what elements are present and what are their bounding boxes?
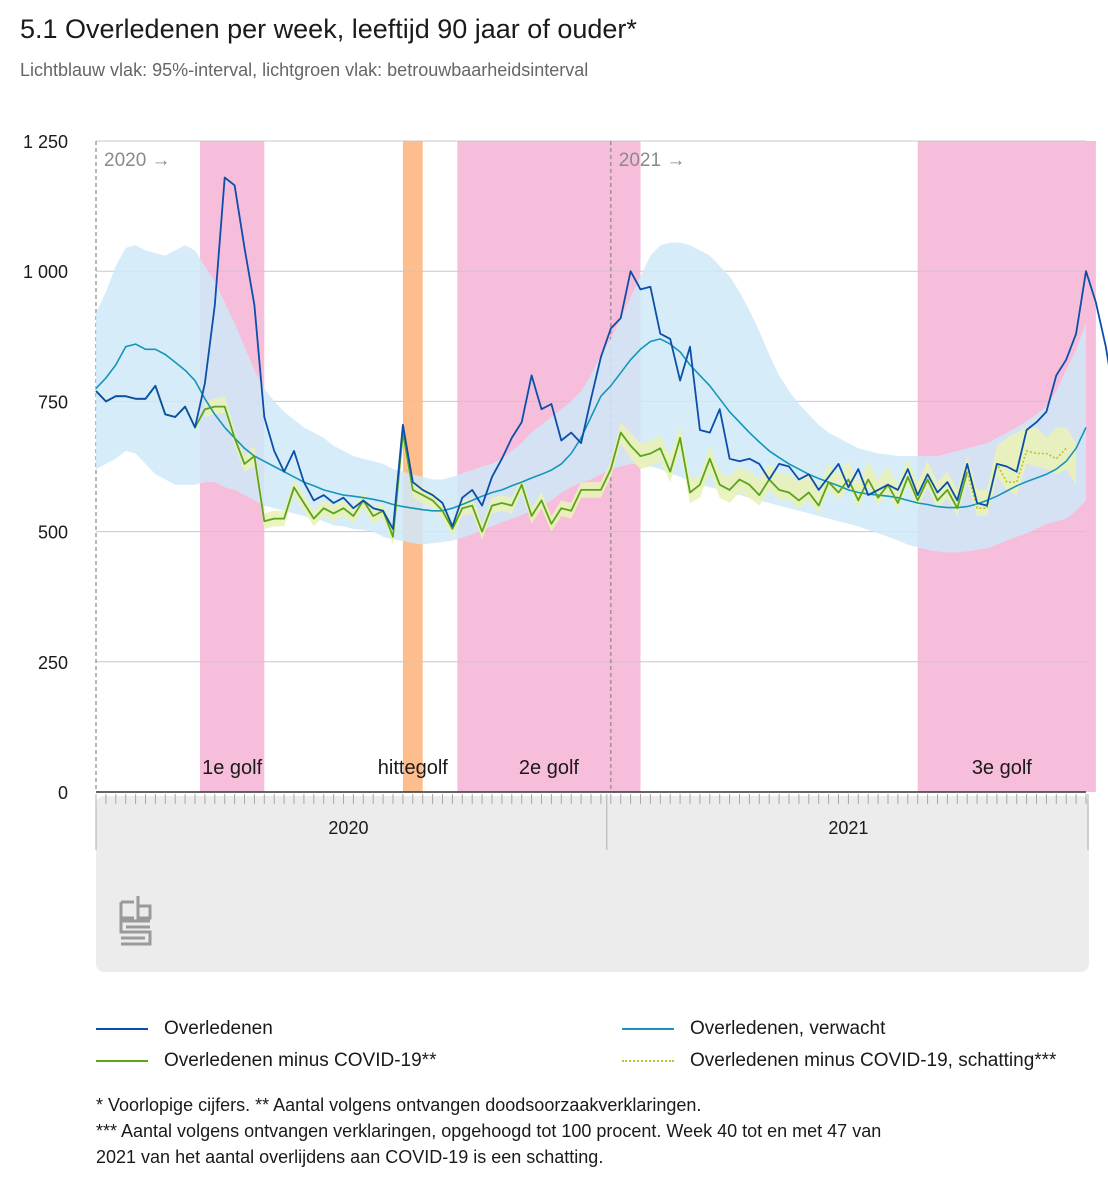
x-year-label-2: 2021 [828,818,868,838]
year-marker-label-2: 2021 → [619,150,686,171]
legend-item-expected: Overledenen, verwacht [622,1014,885,1044]
legend-item-estimate: Overledenen minus COVID-19, schatting*** [622,1046,1056,1076]
footnote-line-1: * Voorlopige cijfers. ** Aantal volgens … [96,1095,702,1115]
legend-swatch-observed [96,1028,148,1030]
legend-label-observed: Overledenen [164,1018,273,1039]
footnotes: * Voorlopige cijfers. ** Aantal volgens … [96,1092,1086,1170]
period-label-3: 2e golf [519,757,579,779]
y-tick-label-1250: 1 250 [23,132,68,152]
y-tick-label-500: 500 [38,523,68,543]
page-title: 5.1 Overledenen per week, leeftijd 90 ja… [20,14,637,44]
legend-label-estimate: Overledenen minus COVID-19, schatting*** [690,1050,1057,1071]
series-line-expected [95,338,1087,512]
series-line-estimate [966,447,1067,509]
band-confidence-interval [204,396,1077,545]
cbs-logo-icon [119,896,152,946]
legend-label-expected: Overledenen, verwacht [690,1018,886,1039]
legend-swatch-minus-covid [96,1060,148,1062]
y-tick-label-250: 250 [38,653,68,673]
legend: Overledenen Overledenen, verwacht Overle… [0,1014,1108,1084]
legend-item-observed: Overledenen [96,1014,273,1044]
footnote-line-2: *** Aantal volgens ontvangen verklaringe… [96,1121,882,1141]
y-tick-label-0: 0 [58,783,68,803]
legend-item-minus-covid: Overledenen minus COVID-19** [96,1046,436,1076]
period-band-2 [402,141,423,792]
period-label-1: 1e golf [202,757,262,779]
footnote-line-3: 2021 van het aantal overlijdens aan COVI… [96,1147,604,1167]
legend-swatch-estimate [622,1060,674,1062]
legend-swatch-expected [622,1028,674,1030]
axis-panel [96,796,1089,972]
series-line-minus-covid [95,384,969,538]
period-label-4: 3e golf [972,757,1032,779]
legend-label-minus-covid: Overledenen minus COVID-19** [164,1050,437,1071]
x-year-label-1: 2020 [328,818,368,838]
y-tick-label-750: 750 [38,392,68,412]
period-label-2: hittegolf [378,757,448,779]
chart: 1e golf hittegolf 2e golf 3e golf 0 250 500 750… [23,132,1108,972]
year-marker-label-1: 2020 → [104,150,171,171]
y-tick-label-1000: 1 000 [23,262,68,282]
page-subtitle: Lichtblauw vlak: 95%-interval, lichtgroe… [20,60,589,80]
series-line-observed [95,176,1108,530]
